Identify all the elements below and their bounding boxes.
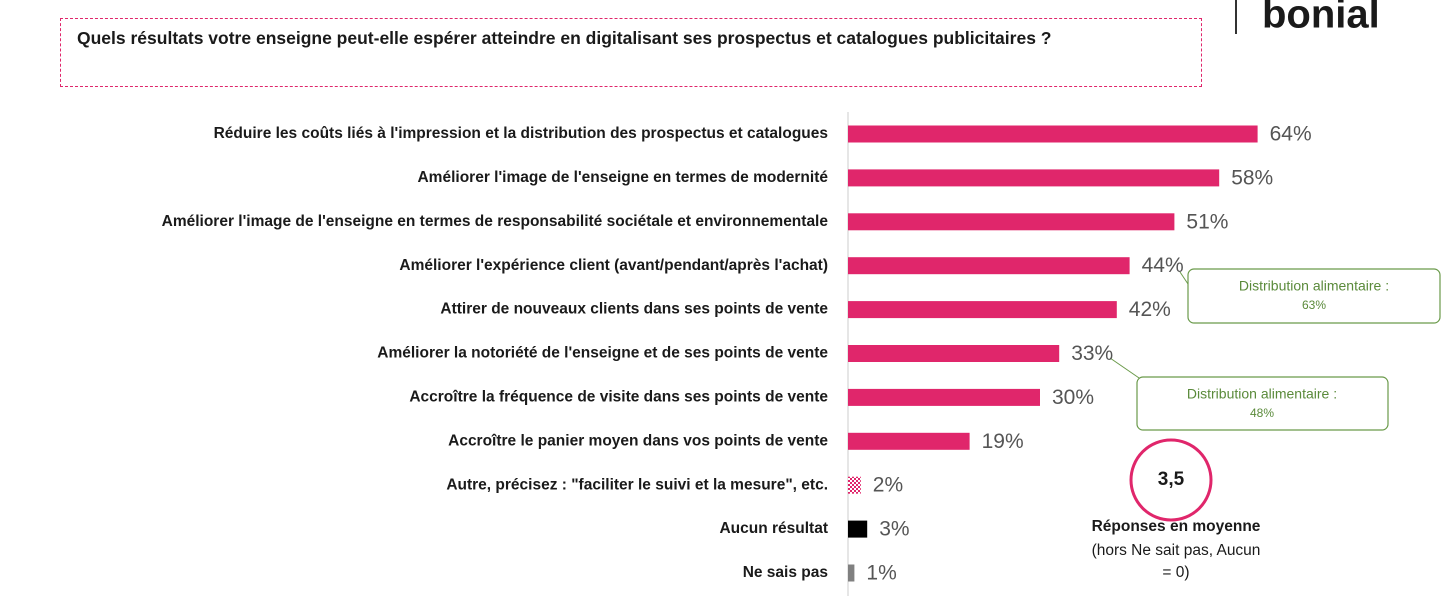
bar — [848, 257, 1130, 275]
bar — [848, 388, 1040, 406]
category-label: Ne sais pas — [743, 564, 828, 581]
callout-connector — [1109, 357, 1143, 381]
value-label: 33% — [1071, 342, 1113, 365]
callout-value: 63% — [1302, 298, 1326, 312]
category-label: Attirer de nouveaux clients dans ses poi… — [440, 301, 828, 318]
category-label: Améliorer l'image de l'enseigne en terme… — [162, 213, 829, 230]
average-note: (hors Ne sait pas, Aucun — [1092, 542, 1261, 559]
callout-text: Distribution alimentaire : — [1239, 278, 1389, 294]
value-label: 51% — [1186, 210, 1228, 233]
value-label: 30% — [1052, 386, 1094, 409]
value-label: 44% — [1142, 254, 1184, 277]
value-label: 19% — [982, 430, 1024, 453]
bar — [848, 345, 1060, 362]
chart-title: Quels résultats votre enseigne peut-elle… — [77, 28, 1052, 48]
logo: bonial — [1262, 0, 1380, 37]
callout-text: Distribution alimentaire : — [1187, 386, 1337, 402]
bar — [848, 476, 861, 494]
average-label: Réponses en moyenne — [1092, 518, 1261, 535]
bar — [848, 520, 868, 538]
bar — [848, 213, 1175, 231]
value-label: 58% — [1231, 166, 1273, 189]
callout-box — [1187, 268, 1441, 324]
average-circle — [1129, 438, 1213, 522]
callout-box — [1136, 376, 1389, 431]
category-label: Accroître le panier moyen dans vos point… — [448, 432, 828, 449]
category-label: Autre, précisez : "faciliter le suivi et… — [446, 476, 828, 493]
value-label: 1% — [866, 562, 896, 585]
bar — [848, 125, 1258, 143]
bar — [848, 301, 1117, 319]
value-label: 64% — [1270, 123, 1312, 146]
category-label: Améliorer la notoriété de l'enseigne et … — [377, 345, 828, 362]
callout-value: 48% — [1250, 406, 1274, 420]
category-label: Améliorer l'expérience client (avant/pen… — [399, 257, 828, 274]
category-label: Réduire les coûts liés à l'impression et… — [214, 125, 828, 142]
category-label: Améliorer l'image de l'enseigne en terme… — [417, 169, 828, 186]
average-value: 3,5 — [1158, 469, 1185, 490]
value-label: 42% — [1129, 298, 1171, 321]
average-note: = 0) — [1162, 564, 1189, 581]
value-label: 3% — [879, 518, 909, 541]
category-label: Aucun résultat — [719, 520, 828, 537]
title-box: Quels résultats votre enseigne peut-elle… — [60, 18, 1202, 87]
category-label: Accroître la fréquence de visite dans se… — [409, 388, 828, 405]
value-label: 2% — [873, 474, 903, 497]
bar — [848, 432, 970, 450]
bar — [848, 564, 855, 582]
bar — [848, 169, 1220, 187]
